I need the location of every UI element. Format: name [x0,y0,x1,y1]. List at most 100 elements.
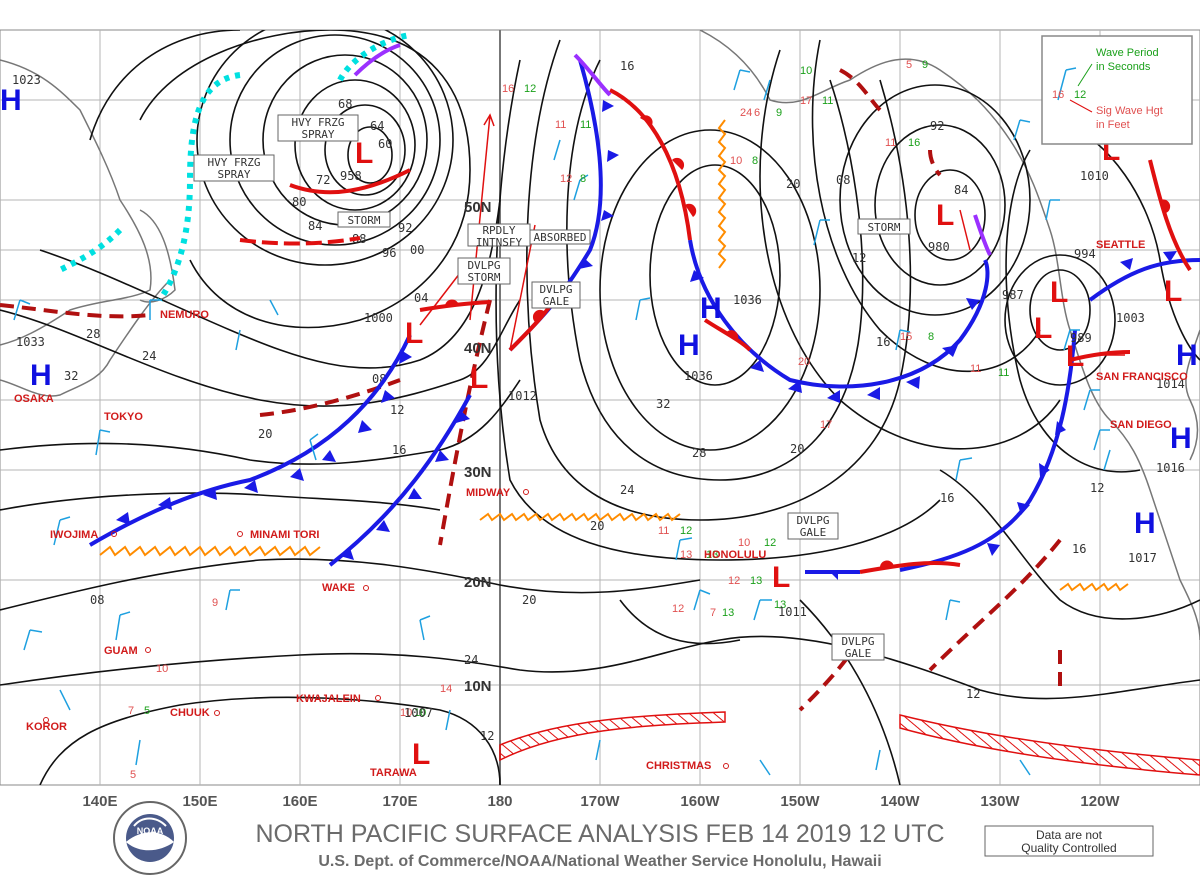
place-chuuk: CHUUK [170,707,210,719]
svg-text:10N: 10N [464,678,492,695]
svg-text:11: 11 [885,137,896,149]
svg-text:989: 989 [1070,331,1092,345]
svg-text:NOAA: NOAA [137,826,164,836]
svg-text:Sig Wave Hgt: Sig Wave Hgt [1096,105,1163,117]
cold-fronts [88,59,1200,580]
svg-text:L: L [1034,312,1052,345]
svg-text:16: 16 [620,59,634,73]
label-box: HVY FRZG SPRAY [277,114,359,142]
svg-text:1012: 1012 [508,389,537,403]
svg-text:28: 28 [86,327,100,341]
svg-text:1007: 1007 [404,706,433,720]
svg-text:24: 24 [740,107,752,119]
quality-note: Data are not Quality Controlled [984,825,1154,857]
svg-text:6: 6 [754,107,760,119]
svg-text:08: 08 [90,593,104,607]
svg-text:5: 5 [906,59,912,71]
place-honolulu: HONOLULU [704,549,766,561]
label-box: ABSORBED [529,229,591,245]
svg-text:24: 24 [142,349,156,363]
svg-text:12: 12 [480,729,494,743]
occluded-fronts [353,43,992,256]
svg-text:20: 20 [258,427,272,441]
svg-text:32: 32 [64,369,78,383]
warm-fronts [239,88,1192,574]
label-box: STORM [857,218,911,235]
svg-text:96: 96 [382,246,396,260]
svg-text:1036: 1036 [684,369,713,383]
svg-text:16: 16 [502,83,514,95]
label-box: HVY FRZG SPRAY [193,154,275,182]
svg-text:16: 16 [876,335,890,349]
label-box: DVLPG GALE [531,281,581,309]
itcz [499,711,1200,776]
svg-text:Data are not: Data are not [1036,828,1103,842]
svg-text:994: 994 [1074,247,1096,261]
svg-text:16: 16 [1072,542,1086,556]
svg-text:84: 84 [308,219,322,233]
svg-text:L: L [936,199,954,232]
svg-text:9: 9 [922,59,928,71]
svg-text:11: 11 [998,367,1009,379]
svg-text:84: 84 [954,183,968,197]
label-box: STORM [337,211,391,228]
page-subtitle: U.S. Dept. of Commerce/NOAA/National Wea… [318,853,881,870]
svg-text:12: 12 [524,83,536,95]
legend: Wave Period in Seconds 16 12 Sig Wave Hg… [1041,35,1193,145]
wave-obs: 16 12 11 11 12 8 24 6 9 10 8 17 11 10 20… [128,21,1009,781]
svg-text:8: 8 [580,173,586,185]
svg-text:STORM: STORM [867,221,900,234]
place-osaka: OSAKA [14,393,54,405]
svg-text:1011: 1011 [778,605,807,619]
svg-text:8: 8 [752,155,758,167]
svg-text:24: 24 [620,483,634,497]
svg-text:10: 10 [800,65,812,77]
svg-text:170W: 170W [580,793,620,810]
low-center: L 980 [928,199,954,254]
svg-text:13: 13 [774,599,786,611]
svg-text:40N: 40N [464,340,492,357]
coastlines [0,30,1200,641]
high-center: H 1017 [1128,507,1157,565]
label-box: RPDLY INTNSFY [467,223,531,249]
place-midway: MIDWAY [466,487,511,499]
svg-text:72: 72 [316,173,330,187]
svg-text:16: 16 [1052,89,1064,101]
label-box: DVLPG GALE [787,512,839,540]
svg-text:140E: 140E [82,793,117,810]
svg-text:L: L [1066,340,1084,373]
wind-barbs [13,69,1111,776]
svg-text:10: 10 [414,707,426,719]
place-san-francisco: SAN FRANCISCO [1096,371,1188,383]
low-center: L 989 [1034,312,1092,345]
svg-text:12: 12 [728,575,740,587]
svg-text:5: 5 [834,21,840,33]
svg-text:12: 12 [560,173,572,185]
svg-text:in Feet: in Feet [1096,119,1130,131]
svg-text:16: 16 [392,443,406,457]
noaa-logo: NOAA [113,801,187,875]
svg-text:11: 11 [658,525,669,537]
low-center: L 1011 [772,561,807,619]
svg-text:9: 9 [776,107,782,119]
svg-text:60: 60 [378,137,392,151]
area-labels: HVY FRZG SPRAY HVY FRZG SPRAY STORM DVLPG S… [193,114,911,661]
svg-text:Wave Period: Wave Period [1096,47,1159,59]
svg-text:20N: 20N [464,574,492,591]
page-title: NORTH PACIFIC SURFACE ANALYSIS FEB 14 20… [255,820,944,848]
svg-text:1023: 1023 [12,73,41,87]
svg-text:50N: 50N [464,199,492,216]
svg-text:STORM: STORM [347,214,380,227]
low-center: L 1012 [470,362,537,403]
svg-text:13: 13 [750,575,762,587]
svg-text:08: 08 [836,173,850,187]
svg-text:12: 12 [672,603,684,615]
